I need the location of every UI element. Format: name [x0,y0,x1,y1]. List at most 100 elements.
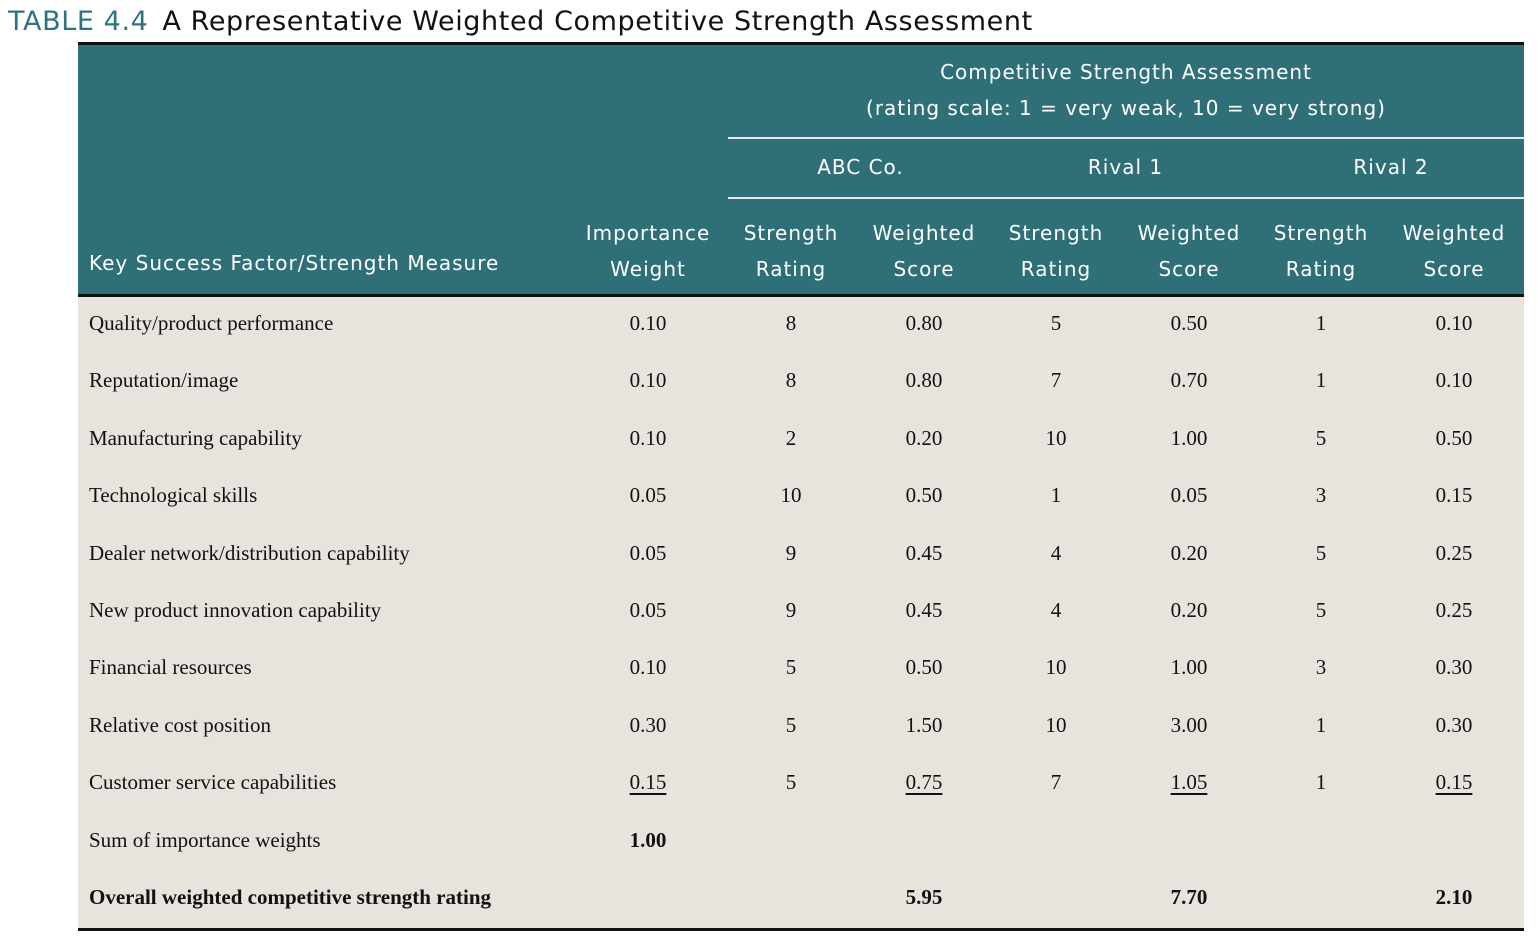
header-divider [728,137,1524,139]
abc-weighted-score: 1.50 [905,712,943,737]
rival1-strength-rating: 7 [1050,368,1062,393]
header-bottom-rule [78,294,1524,297]
table-row: Customer service capabilities 0.15 5 0.7… [78,756,1524,813]
rival1-strength-rating: 7 [1050,770,1062,795]
abc-strength-rating [731,814,851,871]
rival1-weighted-score: 0.20 [1170,597,1208,622]
company-header-abc: ABC Co. [817,155,904,179]
importance-weight: 1.00 [629,827,667,852]
abc-strength-rating: 5 [785,770,797,795]
rival1-strength-rating: 10 [1045,712,1067,737]
company-header-rival2: Rival 2 [1353,155,1429,179]
importance-weight: 0.05 [629,483,667,508]
table-row: Technological skills 0.05 10 0.50 1 0.05… [78,469,1524,526]
factor-name: New product innovation capability [89,597,382,622]
factor-name: Financial resources [89,655,252,680]
abc-strength-rating: 5 [785,712,797,737]
rival2-strength-rating: 1 [1315,311,1327,335]
rival1-strength-rating: 4 [1050,540,1062,565]
factor-name: Dealer network/distribution capability [89,540,410,565]
rival2-strength-rating: 1 [1315,368,1327,393]
table-row: Financial resources 0.10 5 0.50 10 1.00 … [78,641,1524,698]
factor-name: Customer service capabilities [89,770,337,795]
importance-weight: 0.10 [629,425,667,450]
rival2-weighted-score: 0.30 [1435,712,1473,737]
r1-score-header: Weighted Score [1137,221,1241,281]
rival2-strength-rating: 1 [1315,712,1327,737]
table-caption: A Representative Weighted Competitive St… [162,6,1033,37]
table-header: Competitive Strength Assessment (rating … [78,45,1524,294]
abc-strength-rating [731,871,851,928]
rival1-weighted-score: 0.70 [1170,368,1208,393]
importance-weight: 0.05 [629,597,667,622]
rival2-weighted-score: 0.15 [1435,770,1473,795]
table-row: Reputation/image 0.10 8 0.80 7 0.70 1 0.… [78,354,1524,411]
rival1-weighted-score: 0.05 [1170,483,1208,508]
abc-weighted-score: 0.45 [905,597,943,622]
table-row: Manufacturing capability 0.10 2 0.20 10 … [78,412,1524,469]
competitive-strength-table: Competitive Strength Assessment (rating … [78,42,1524,932]
rival2-strength-rating: 1 [1315,770,1327,795]
factor-name: Sum of importance weights [89,827,321,852]
abc-strength-rating: 8 [785,368,797,393]
importance-weight: 0.05 [629,540,667,565]
factor-name: Technological skills [89,483,258,508]
header-divider [728,197,1524,199]
assessment-title: Competitive Strength Assessment [940,60,1312,84]
importance-weight: 0.10 [629,311,667,335]
importance-weight: 0.15 [629,770,667,795]
abc-score-header: Weighted Score [872,221,976,281]
rival1-weighted-score: 0.20 [1170,540,1208,565]
rival1-strength-rating: 10 [1045,655,1067,680]
rival1-weighted-score: 1.00 [1170,425,1208,450]
table-row: Relative cost position 0.30 5 1.50 10 3.… [78,699,1524,756]
rival2-strength-rating: 5 [1315,425,1327,450]
rival2-weighted-score: 2.10 [1435,884,1473,909]
rival2-weighted-score: 0.10 [1435,368,1473,393]
importance-weight: 0.10 [629,655,667,680]
rival2-weighted-score: 0.50 [1435,425,1473,450]
rival1-weighted-score: 1.00 [1170,655,1208,680]
table-title: TABLE 4.4 A Representative Weighted Compe… [8,4,1033,40]
abc-rating-header: Strength Rating [743,221,839,281]
abc-strength-rating: 5 [785,655,797,680]
abc-weighted-score: 0.75 [905,770,943,795]
abc-weighted-score: 0.45 [905,540,943,565]
abc-weighted-score [864,814,984,871]
rival1-weighted-score: 1.05 [1170,770,1208,795]
abc-strength-rating: 2 [785,425,797,450]
rival1-weighted-score: 0.50 [1170,311,1208,335]
weight-column-header: Importance Weight [585,221,711,281]
factor-name: Relative cost position [89,712,271,737]
rival2-strength-rating: 5 [1315,597,1327,622]
table-body: Quality/product performance 0.10 8 0.80 … [78,297,1524,929]
importance-weight: 0.30 [629,712,667,737]
factor-name: Overall weighted competitive strength ra… [89,884,492,909]
rival2-strength-rating: 3 [1315,483,1327,508]
table-row: Quality/product performance 0.10 8 0.80 … [78,297,1524,354]
importance-weight: 0.10 [629,368,667,393]
abc-weighted-score: 5.95 [905,884,943,909]
rival2-weighted-score: 0.15 [1435,483,1473,508]
r2-score-header: Weighted Score [1402,221,1506,281]
r2-rating-header: Strength Rating [1273,221,1369,281]
factor-name: Manufacturing capability [89,425,302,450]
sum-row: Sum of importance weights 1.00 [78,814,1524,871]
abc-weighted-score: 0.80 [905,311,943,335]
rival1-strength-rating: 10 [1045,425,1067,450]
rival2-strength-rating: 3 [1315,655,1327,680]
overall-rating-row: Overall weighted competitive strength ra… [78,871,1524,928]
rival1-strength-rating: 1 [1050,483,1062,508]
rival2-weighted-score [1394,814,1514,871]
rival1-weighted-score [1129,814,1249,871]
table-row: Dealer network/distribution capability 0… [78,527,1524,584]
rival1-strength-rating [996,871,1116,928]
company-header-rival1: Rival 1 [1087,155,1164,179]
rival1-weighted-score: 7.70 [1170,884,1208,909]
abc-weighted-score: 0.80 [905,368,943,393]
factor-column-header: Key Success Factor/Strength Measure [89,251,500,275]
abc-weighted-score: 0.20 [905,425,943,450]
rival2-weighted-score: 0.25 [1435,597,1473,622]
rival2-weighted-score: 0.10 [1435,311,1473,335]
rival1-strength-rating [996,814,1116,871]
